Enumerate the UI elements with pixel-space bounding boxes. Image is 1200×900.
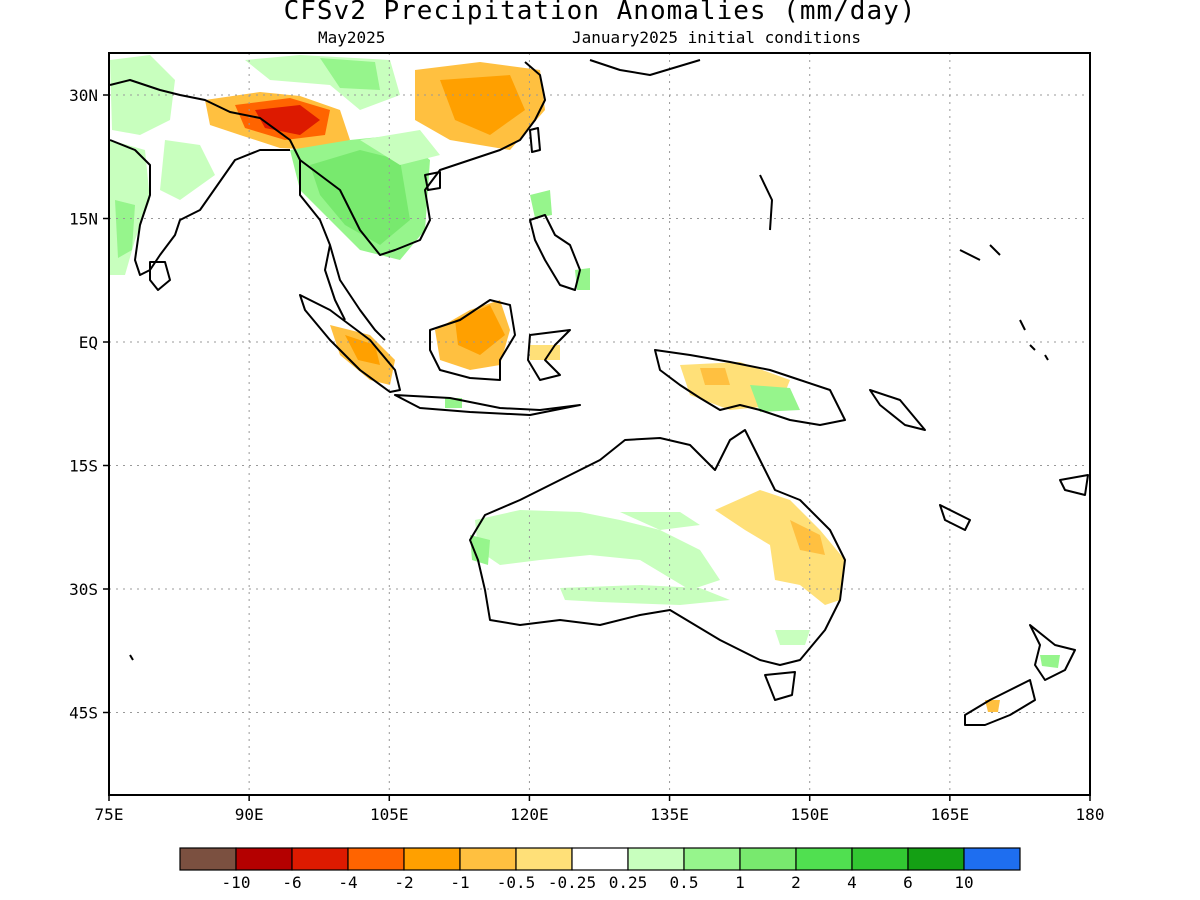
map-frame: [108, 52, 1091, 796]
colorbar-swatch: [235, 847, 293, 871]
colorbar-swatch: [627, 847, 685, 871]
colorbar-label: -0.5: [497, 873, 536, 892]
colorbar-swatch: [907, 847, 965, 871]
colorbar-label: 10: [954, 873, 973, 892]
longitude-label: 105E: [370, 805, 409, 824]
colorbar-swatch: [515, 847, 573, 871]
colorbar-label: -10: [222, 873, 251, 892]
longitude-label: 120E: [510, 805, 549, 824]
colorbar-labels: -10 -6 -4 -2 -1 -0.5 -0.25 0.25 0.5 1 2 4 6 10: [222, 873, 974, 892]
colorbar-swatch: [347, 847, 405, 871]
colorbar-swatch: [851, 847, 909, 871]
colorbar-swatch: [739, 847, 797, 871]
colorbar-label: -0.25: [548, 873, 596, 892]
colorbar-swatch: [683, 847, 741, 871]
colorbar-label: 1: [735, 873, 745, 892]
colorbar-swatch: [795, 847, 853, 871]
colorbar-label: 0.5: [670, 873, 699, 892]
colorbar-label: 0.25: [609, 873, 648, 892]
latitude-label: 45S: [69, 704, 98, 723]
colorbar-swatch: [459, 847, 517, 871]
colorbar-label: -2: [394, 873, 413, 892]
colorbar-label: -4: [338, 873, 357, 892]
latitude-labels: 30N 15N EQ 15S 30S 45S: [69, 86, 109, 723]
colorbar-label: -1: [450, 873, 469, 892]
latitude-label: 15N: [69, 210, 98, 229]
colorbar-label: -6: [282, 873, 301, 892]
latitude-label: 30N: [69, 86, 98, 105]
latitude-label: 15S: [69, 457, 98, 476]
latitude-label: EQ: [79, 333, 98, 352]
longitude-label: 180: [1076, 805, 1105, 824]
colorbar-swatch: [179, 847, 237, 871]
colorbar-label: 4: [847, 873, 857, 892]
anomaly-field: [110, 55, 1060, 712]
longitude-label: 135E: [650, 805, 689, 824]
colorbar-label: 6: [903, 873, 913, 892]
map-title: CFSv2 Precipitation Anomalies (mm/day): [283, 0, 917, 26]
colorbar-swatch: [571, 847, 629, 871]
longitude-label: 75E: [95, 805, 124, 824]
colorbar-swatch: [291, 847, 349, 871]
longitude-labels: 75E 90E 105E 120E 135E 150E 165E 180: [95, 795, 1105, 824]
colorbar: [179, 847, 1021, 871]
colorbar-swatch: [963, 847, 1021, 871]
longitude-label: 165E: [931, 805, 970, 824]
latitude-label: 30S: [69, 580, 98, 599]
lat-lon-grid: [109, 53, 1090, 795]
coastlines: [109, 59, 1089, 726]
valid-month-label: May2025: [318, 28, 386, 47]
init-conditions-label: January2025 initial conditions: [572, 28, 861, 47]
colorbar-label: 2: [791, 873, 801, 892]
colorbar-swatch: [403, 847, 461, 871]
longitude-label: 90E: [235, 805, 264, 824]
longitude-label: 150E: [790, 805, 829, 824]
